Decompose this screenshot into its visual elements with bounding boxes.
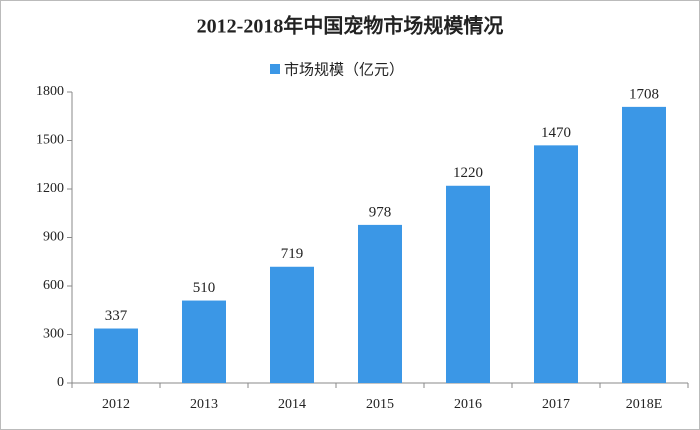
x-tick-label: 2013 xyxy=(190,397,218,412)
x-tick-label: 2016 xyxy=(454,397,482,412)
bar xyxy=(534,145,578,383)
value-label: 510 xyxy=(193,280,216,296)
y-tick-label: 1800 xyxy=(36,84,64,99)
y-tick-label: 900 xyxy=(43,230,64,245)
y-tick-label: 1500 xyxy=(36,133,64,148)
x-tick-label: 2012 xyxy=(102,397,130,412)
x-tick-label: 2017 xyxy=(542,397,570,412)
bar xyxy=(358,224,402,383)
value-label: 719 xyxy=(281,246,304,262)
value-label: 1708 xyxy=(629,86,659,102)
chart-title: 2012-2018年中国宠物市场规模情况 xyxy=(197,14,504,38)
bar xyxy=(270,266,314,383)
value-label: 337 xyxy=(105,308,128,324)
x-tick-label: 2015 xyxy=(366,397,394,412)
bar xyxy=(182,300,226,383)
x-tick-label: 2018E xyxy=(626,397,663,412)
legend-swatch xyxy=(270,64,280,74)
x-tick-label: 2014 xyxy=(278,397,306,412)
bar xyxy=(446,185,490,383)
value-label: 1470 xyxy=(541,125,571,141)
y-tick-label: 0 xyxy=(57,375,64,390)
y-tick-label: 600 xyxy=(43,278,64,293)
value-label: 1220 xyxy=(453,165,483,181)
bar xyxy=(622,106,666,383)
bar xyxy=(94,328,138,383)
y-tick-label: 300 xyxy=(43,327,64,342)
y-tick-label: 1200 xyxy=(36,181,64,196)
legend-label: 市场规模（亿元） xyxy=(284,61,404,79)
value-label: 978 xyxy=(369,204,392,220)
